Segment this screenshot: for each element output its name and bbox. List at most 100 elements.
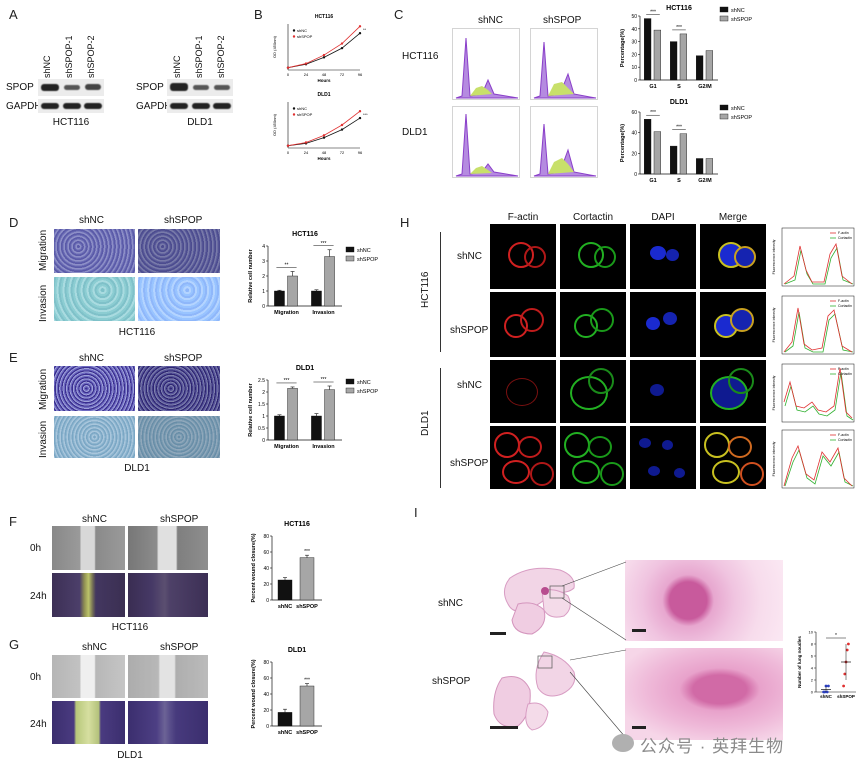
y-tick-label: 3 [262, 259, 265, 265]
y-tick-label: 0 [266, 598, 269, 604]
row-label: shSPOP [450, 325, 489, 336]
bar [299, 557, 315, 601]
data-point [358, 25, 362, 28]
sig-label: *** [284, 378, 290, 384]
column-label: shSPOP [164, 215, 203, 226]
chart-title: HCT116 [284, 521, 310, 528]
cell-line-label: DLD1 [117, 750, 143, 761]
y-tick-label: 40 [631, 27, 637, 33]
legend-label: shSPOP [357, 389, 378, 395]
bar [670, 41, 678, 81]
legend-label: shSPOP [297, 112, 313, 117]
y-tick-label: 0 [262, 438, 265, 444]
column-label: shSPOP [160, 514, 199, 525]
column-label: shNC [82, 514, 108, 525]
y-tick-label: 60 [263, 676, 269, 682]
chart-b1: HCT116 0 24 48 72 96 Hours OD (450nm) shNCshSPOP… [272, 14, 367, 83]
legend-swatch [345, 378, 355, 385]
wound-image [52, 701, 125, 744]
profile-line-factin [783, 367, 853, 419]
cell-line-label: DLD1 [124, 463, 150, 474]
y-tick-label: 20 [263, 582, 269, 588]
data-point [358, 116, 362, 120]
chart-g: DLD1 0 20 40 60 80 Percent wound closure(%) shN… [251, 647, 322, 736]
x-tick-label: 24 [304, 150, 309, 155]
bar [311, 415, 322, 441]
data-point [304, 62, 308, 65]
column-label: shNC [79, 353, 105, 364]
scale-bar [632, 726, 646, 729]
y-tick-label: 4 [262, 244, 265, 250]
panel-label-f: F [9, 514, 17, 529]
row-label: shSPOP [450, 458, 489, 469]
lane-label: shNC [172, 55, 182, 78]
chart-title: HCT116 [292, 231, 318, 238]
y-tick-label: 0.5 [258, 426, 265, 432]
bar [287, 388, 298, 441]
scale-bar [490, 632, 506, 635]
y-tick-label: 2.5 [258, 378, 265, 384]
cell-line-label: DLD1 [187, 117, 213, 128]
blot-spop-dld1 [167, 79, 233, 96]
transwell-image [138, 229, 220, 273]
data-point [322, 134, 326, 137]
wechat-icon [612, 734, 634, 752]
y-axis-label: OD (450nm) [272, 35, 277, 58]
confocal-factin [490, 426, 556, 489]
x-tick-label: Migration [274, 310, 299, 316]
legend-label: F-actin [838, 433, 849, 437]
data-point [845, 648, 849, 652]
column-label: DAPI [651, 212, 675, 223]
legend-marker [292, 35, 296, 38]
y-axis-label: Percentage(%) [620, 124, 626, 162]
x-tick-label: shSPOP [296, 604, 318, 610]
legend-marker [292, 29, 296, 32]
chart-c1: HCT116 0 10 20 30 40 50 Percentage(%) G1 *** S *** G… [620, 5, 752, 90]
row-label: 0h [30, 672, 42, 683]
x-tick-label: shNC [820, 694, 833, 699]
y-axis-label: OD (450nm) [272, 113, 277, 136]
column-label: shSPOP [164, 353, 203, 364]
x-tick-label: 48 [322, 150, 327, 155]
y-tick-label: 60 [263, 550, 269, 556]
sig-label: *** [363, 112, 368, 117]
transwell-image [138, 277, 220, 321]
bar [324, 256, 335, 307]
confocal-dapi [630, 426, 696, 489]
wound-image [52, 573, 125, 617]
x-tick-label: 48 [322, 72, 327, 77]
panel-label-g: G [9, 637, 20, 652]
series-line [287, 117, 361, 147]
y-tick-label: 50 [631, 14, 637, 20]
confocal-merge [700, 360, 766, 423]
x-tick-label: shNC [278, 730, 292, 736]
confocal-factin [490, 360, 556, 423]
bar [277, 712, 293, 727]
chart-e: DLD1 0 0.5 1 1.5 2 2.5 Relative cell number Migr… [248, 365, 378, 450]
legend-label: shSPOP [731, 17, 752, 23]
legend-label: Cortactin [838, 438, 852, 442]
data-point [340, 123, 344, 127]
row-label-gapdh: GAPDH [136, 101, 172, 112]
data-point [322, 53, 326, 57]
chart-title: DLD1 [288, 647, 306, 654]
x-tick-label: G1 [649, 178, 656, 184]
row-label: HCT116 [402, 51, 439, 62]
legend-label: F-actin [838, 367, 849, 371]
row-label: Invasion [38, 420, 49, 458]
bar [644, 119, 652, 175]
sig-label: *** [321, 377, 327, 383]
y-tick-label: 8 [811, 642, 814, 647]
confocal-cortactin [560, 224, 626, 289]
legend-swatch [345, 246, 355, 253]
y-tick-label: 10 [809, 630, 814, 635]
sig-label: *** [304, 549, 310, 555]
row-label: shNC [457, 251, 483, 262]
panel-label-d: D [9, 215, 19, 230]
transwell-image [138, 416, 220, 458]
plot-frame [781, 429, 855, 489]
